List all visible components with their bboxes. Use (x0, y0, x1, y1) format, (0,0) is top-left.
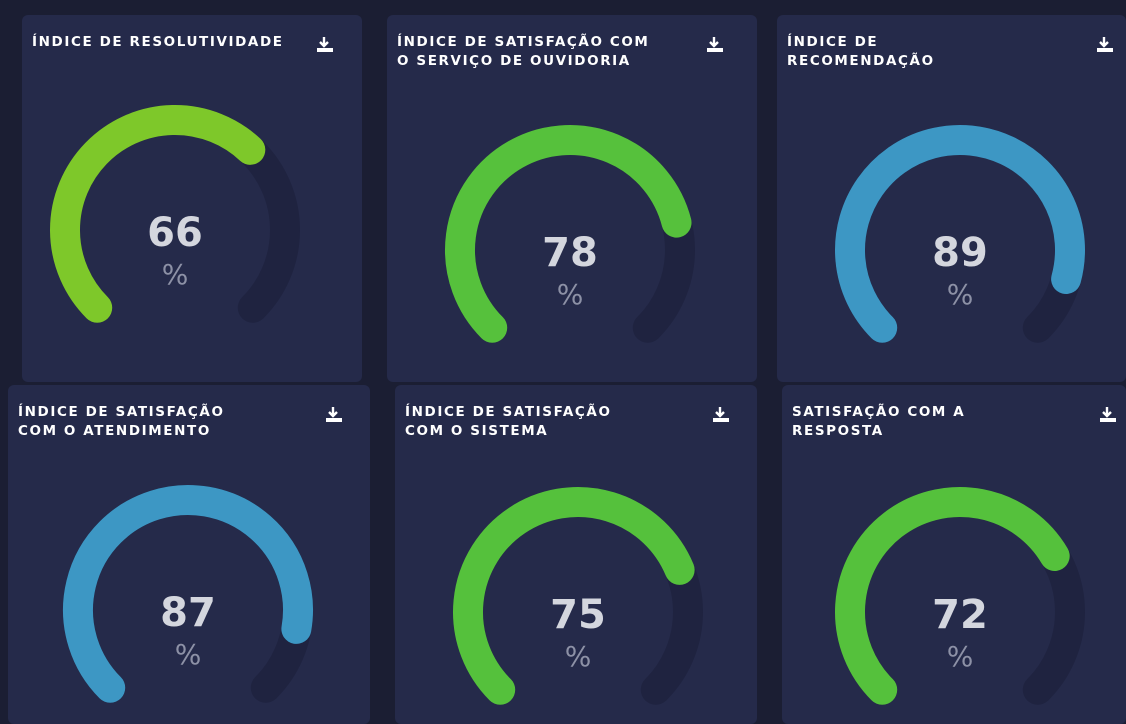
gauge: 89% (835, 37, 1113, 343)
download-icon[interactable] (707, 37, 723, 52)
gauge-value: 78 (542, 230, 598, 276)
download-icon[interactable] (1100, 407, 1116, 422)
card-title: ÍNDICE DE RECOMENDAÇÃO (787, 34, 935, 69)
gauge-unit: % (162, 258, 189, 291)
gauge-value-arc (50, 105, 266, 323)
gauge-card: ÍNDICE DE SATISFAÇÃO COM O SERVIÇO DE OU… (387, 15, 757, 382)
gauge-card: ÍNDICE DE SATISFAÇÃO COM O ATENDIMENTO 87… (8, 385, 370, 724)
download-tray (317, 48, 333, 52)
card-title: SATISFAÇÃO COM A RESPOSTA (792, 404, 966, 439)
download-icon[interactable] (1097, 37, 1113, 52)
gauge-value: 72 (932, 592, 988, 638)
gauge-value-arc (835, 125, 1085, 343)
gauge-value-arc (445, 125, 692, 343)
gauge-unit: % (557, 278, 584, 311)
download-arrow (709, 37, 719, 48)
gauge-card: ÍNDICE DE RECOMENDAÇÃO 89% (777, 15, 1126, 382)
gauge-card: ÍNDICE DE RESOLUTIVIDADE 66% (22, 15, 362, 382)
gauge-value: 66 (147, 210, 203, 256)
download-tray (1097, 48, 1113, 52)
download-arrow (328, 407, 338, 418)
card-title: ÍNDICE DE SATISFAÇÃO COM O SISTEMA (405, 404, 612, 439)
download-tray (707, 48, 723, 52)
gauge-value: 89 (932, 230, 988, 276)
gauge-value-arc (63, 485, 313, 703)
download-icon[interactable] (326, 407, 342, 422)
download-arrow (1099, 37, 1109, 48)
download-tray (326, 418, 342, 422)
download-tray (1100, 418, 1116, 422)
gauge-unit: % (947, 278, 974, 311)
gauge-value-arc (835, 487, 1070, 705)
gauge: 75% (453, 407, 729, 705)
download-arrow (1102, 407, 1112, 418)
download-icon[interactable] (713, 407, 729, 422)
gauge-unit: % (175, 638, 202, 671)
gauge: 66% (50, 37, 333, 323)
card-title: ÍNDICE DE RESOLUTIVIDADE (32, 34, 284, 50)
download-tray (713, 418, 729, 422)
gauge-unit: % (947, 640, 974, 673)
gauge: 72% (835, 407, 1116, 705)
gauge-value: 75 (550, 592, 606, 638)
card-title: ÍNDICE DE SATISFAÇÃO COM O ATENDIMENTO (18, 404, 225, 439)
gauge: 78% (445, 37, 723, 343)
gauge-card: ÍNDICE DE SATISFAÇÃO COM O SISTEMA 75% (395, 385, 757, 724)
gauge-card: SATISFAÇÃO COM A RESPOSTA 72% (782, 385, 1126, 724)
gauge-unit: % (565, 640, 592, 673)
gauge: 87% (63, 407, 342, 703)
download-icon[interactable] (317, 37, 333, 52)
card-title: ÍNDICE DE SATISFAÇÃO COM O SERVIÇO DE OU… (397, 34, 650, 69)
gauge-value-arc (453, 487, 695, 705)
download-arrow (319, 37, 329, 48)
gauge-value: 87 (160, 590, 216, 636)
download-arrow (715, 407, 725, 418)
